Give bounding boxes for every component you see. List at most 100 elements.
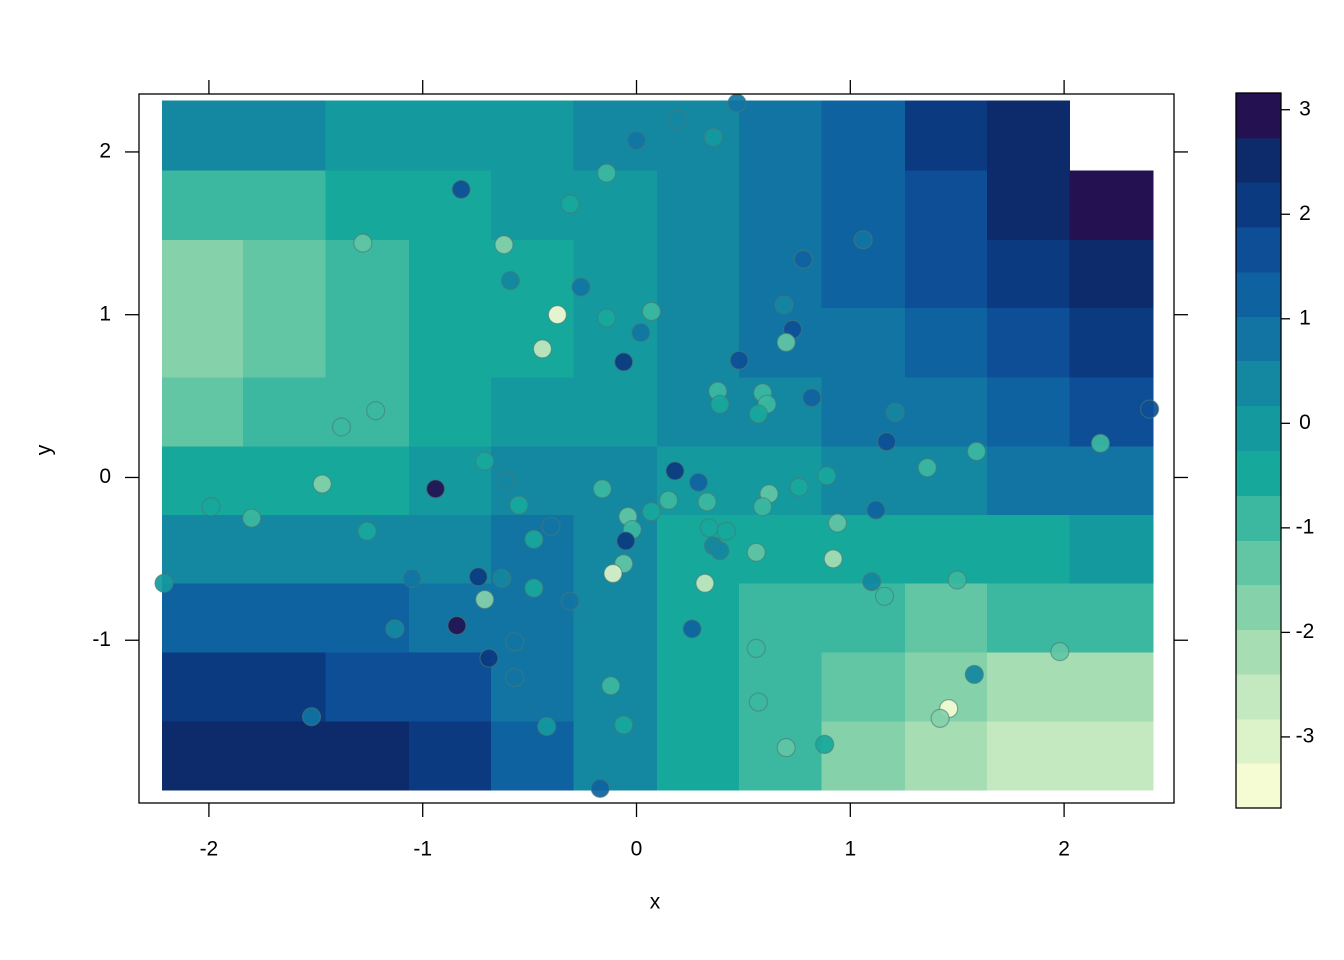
point	[505, 632, 525, 652]
colorbar-band	[1236, 93, 1281, 139]
contour-cell	[573, 377, 658, 448]
y-tick-label: -1	[92, 628, 111, 651]
contour-cell	[408, 170, 492, 241]
contour-cell	[656, 100, 740, 172]
point	[748, 692, 768, 712]
contour-cell	[491, 170, 574, 241]
point	[614, 715, 634, 735]
colorbar-tick-label: 1	[1299, 306, 1311, 329]
contour-cell	[491, 652, 574, 723]
point	[746, 542, 766, 562]
point	[823, 549, 843, 569]
contour-cell	[821, 652, 906, 723]
contour-cell	[904, 583, 988, 653]
point	[603, 563, 623, 584]
point	[496, 471, 516, 491]
contour-cell	[243, 239, 326, 309]
contour-cell	[491, 721, 574, 791]
colorbar-band	[1236, 584, 1281, 630]
point	[475, 451, 495, 471]
colorbar-band	[1236, 719, 1281, 764]
point	[727, 93, 747, 113]
point	[866, 500, 886, 520]
point	[1090, 433, 1111, 453]
point	[917, 458, 937, 478]
contour-cell	[987, 652, 1070, 723]
point	[596, 163, 617, 183]
contour-cell	[243, 446, 326, 516]
point	[494, 235, 514, 255]
point	[710, 541, 730, 561]
point	[616, 531, 636, 551]
x-axis-label: x	[650, 891, 661, 914]
contour-cell	[987, 721, 1070, 791]
contour-cell	[1069, 514, 1154, 584]
contour-cell	[573, 170, 658, 241]
point	[802, 388, 822, 408]
colorbar-band	[1236, 226, 1281, 273]
contour-cell	[408, 308, 492, 378]
point	[695, 573, 715, 593]
point	[524, 578, 544, 598]
point	[479, 648, 499, 668]
colorbar-tick-label: 0	[1299, 411, 1311, 434]
point	[601, 676, 621, 696]
contour-cell	[161, 514, 244, 584]
point	[710, 394, 730, 414]
point	[667, 109, 687, 129]
point	[885, 402, 905, 422]
colorbar-tick-label: -1	[1296, 515, 1315, 538]
point	[776, 332, 796, 352]
point	[947, 570, 967, 590]
x-tick-label: 2	[1058, 838, 1070, 861]
point	[688, 472, 709, 492]
contour-cell	[573, 239, 658, 309]
point	[547, 305, 568, 325]
point	[716, 521, 736, 541]
contour-cell	[739, 652, 822, 723]
point	[505, 668, 525, 688]
contour-cell	[1069, 377, 1154, 448]
contour-cell	[408, 239, 492, 309]
point	[877, 432, 897, 452]
point	[402, 568, 422, 588]
x-tick-label: -1	[413, 838, 432, 861]
contour-cell	[161, 308, 244, 378]
contour-cell	[243, 583, 326, 653]
x-tick-label: 0	[631, 838, 643, 861]
point	[776, 738, 796, 758]
contour-cell	[161, 721, 244, 791]
contour-cell	[243, 514, 326, 584]
x-tick-label: 1	[844, 838, 856, 861]
contour-cell	[1069, 583, 1154, 653]
point	[703, 127, 724, 147]
contour-cell	[987, 100, 1070, 172]
contour-cell	[987, 239, 1070, 309]
point	[366, 401, 386, 421]
contour-cell	[1069, 239, 1154, 309]
contour-cell	[987, 308, 1070, 378]
contour-cell	[243, 170, 326, 241]
contour-cell	[243, 377, 326, 448]
axes: -2 -1 0 1 2 -1 0 1 2 -3 -2 -1 0 1 2 3	[92, 80, 1314, 861]
contour-cell	[573, 446, 658, 516]
point	[789, 477, 809, 497]
point	[560, 591, 580, 611]
point	[301, 707, 322, 727]
contour-cell	[656, 170, 740, 241]
point	[532, 339, 553, 359]
y-tick-label: 1	[99, 302, 111, 325]
contour-field	[161, 100, 1154, 791]
contour-cell	[987, 170, 1070, 241]
point	[524, 529, 544, 549]
point	[699, 518, 719, 538]
point	[475, 589, 495, 610]
point	[748, 404, 768, 424]
contour-cell	[987, 377, 1070, 448]
contour-cell	[904, 721, 988, 791]
point	[614, 352, 634, 372]
point	[590, 778, 610, 798]
contour-cell	[161, 239, 244, 309]
contour-cell	[656, 721, 740, 791]
point	[1050, 642, 1070, 662]
